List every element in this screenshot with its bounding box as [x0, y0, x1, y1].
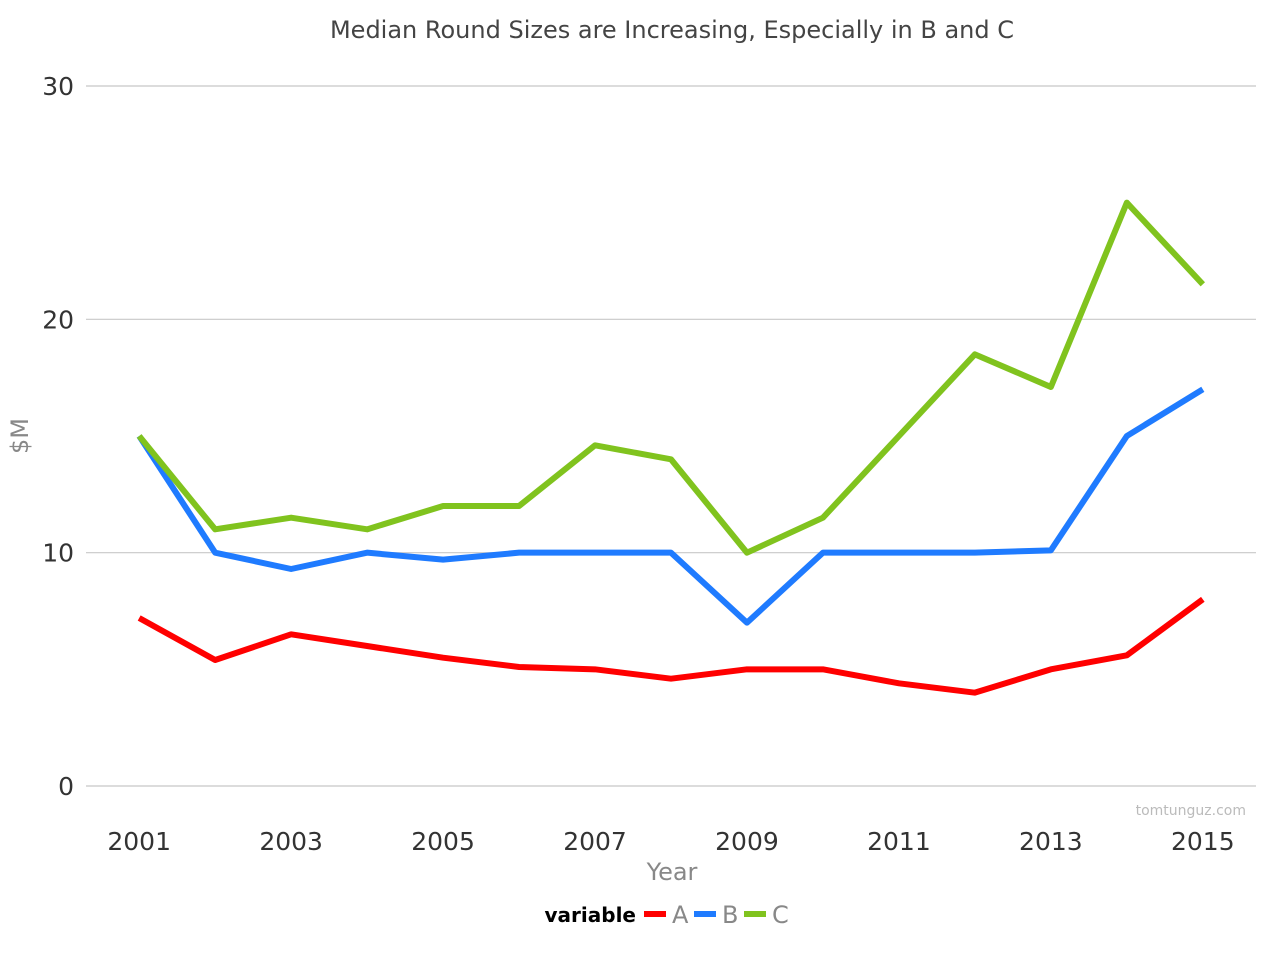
gridlines — [86, 85, 1256, 787]
y-tick-label: 10 — [42, 539, 74, 568]
y-tick-label: 0 — [58, 772, 74, 801]
watermark: tomtunguz.com — [1136, 803, 1246, 819]
x-tick-label: 2005 — [411, 827, 475, 856]
x-axis-ticks: 2001 2003 2005 2007 2009 2011 2013 2015 — [107, 827, 1234, 856]
x-tick-label: 2009 — [715, 827, 779, 856]
x-tick-label: 2001 — [107, 827, 171, 856]
series-lines — [136, 199, 1206, 696]
y-tick-label: 30 — [42, 72, 74, 101]
legend-label-a: A — [672, 901, 689, 929]
y-tick-label: 20 — [42, 305, 74, 334]
legend-title: variable — [545, 903, 636, 927]
x-tick-label: 2013 — [1019, 827, 1083, 856]
x-tick-label: 2015 — [1171, 827, 1235, 856]
series-line-c — [136, 199, 1206, 556]
chart-title: Median Round Sizes are Increasing, Espec… — [330, 16, 1014, 44]
series-line-b — [136, 386, 1205, 626]
x-tick-label: 2003 — [259, 827, 323, 856]
x-axis-label: Year — [646, 858, 698, 886]
x-tick-label: 2007 — [563, 827, 627, 856]
legend: variable A B C — [545, 901, 789, 929]
series-line-a — [137, 596, 1205, 696]
legend-label-b: B — [722, 901, 738, 929]
legend-label-c: C — [772, 901, 789, 929]
y-axis-label: $M — [6, 418, 34, 454]
y-axis-ticks: 0 10 20 30 — [42, 72, 74, 801]
x-tick-label: 2011 — [867, 827, 931, 856]
